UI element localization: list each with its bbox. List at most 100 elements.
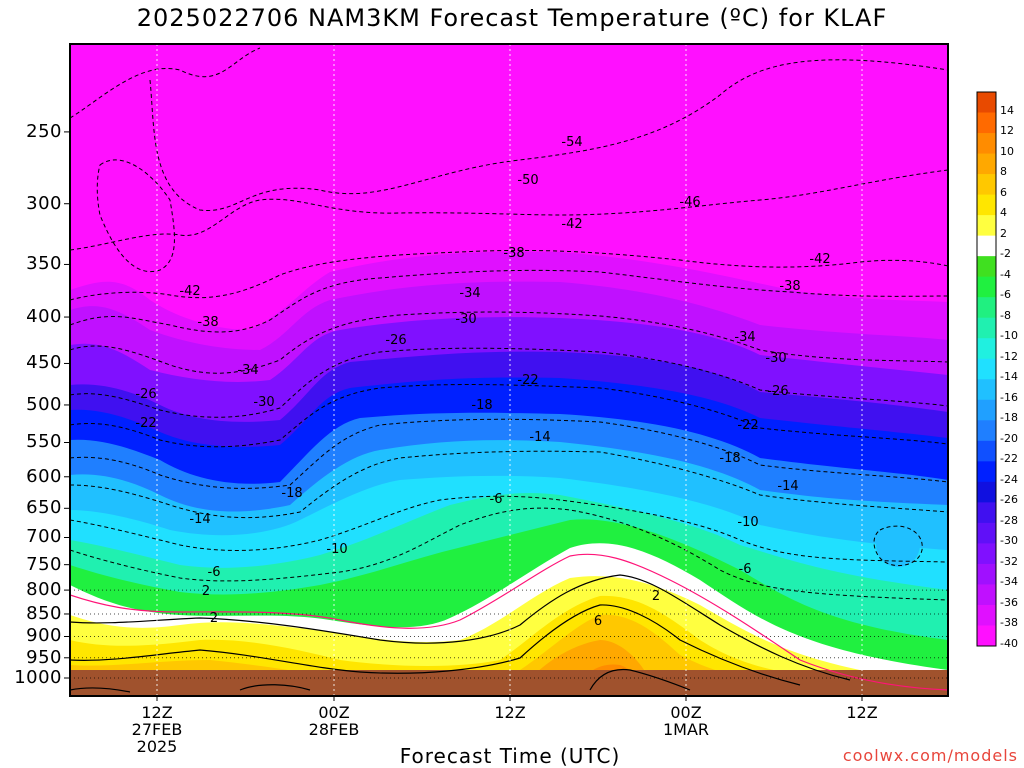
plot-frame xyxy=(69,43,949,697)
ground-surface xyxy=(70,670,948,696)
y-tick-label: 350 xyxy=(26,253,62,275)
colorbar-swatch xyxy=(977,235,996,257)
x-tick-label: 12Z xyxy=(141,703,173,722)
x-tick-label: 00Z 28FEB xyxy=(294,704,374,738)
colorbar-label: -8 xyxy=(1000,308,1011,322)
colorbar-label: 8 xyxy=(1000,165,1007,179)
y-tick-marks xyxy=(64,131,70,679)
colorbar-swatch xyxy=(977,256,996,278)
y-tick-label: 900 xyxy=(26,625,62,647)
x-tick-label: 12Z 27FEB 2025 xyxy=(117,704,197,755)
colorbar-label: 12 xyxy=(1000,124,1014,138)
contour-label: -38 xyxy=(503,246,524,261)
colorbar-swatch xyxy=(977,276,996,298)
contour-label: -18 xyxy=(471,398,492,413)
colorbar xyxy=(976,91,997,647)
colorbar-label: -28 xyxy=(1000,513,1018,527)
contour-label: -50 xyxy=(517,173,538,188)
colorbar-label: 14 xyxy=(1000,103,1014,117)
colorbar-label: -36 xyxy=(1000,595,1018,609)
colorbar-label: -30 xyxy=(1000,534,1018,548)
colorbar-swatch xyxy=(977,297,996,319)
contour-label: -26 xyxy=(385,333,406,348)
contour-label: -10 xyxy=(326,542,347,557)
contour-label: 2 xyxy=(210,611,218,626)
plot-area: -54 -50 -46 -42 -42 -42 -38 -38 -38 -34 -34 -34 -30 -… xyxy=(70,44,948,696)
contour-label: -30 xyxy=(253,395,274,410)
contour-label: -34 xyxy=(237,363,258,378)
solid-contours xyxy=(70,574,851,693)
contour-label: -22 xyxy=(135,416,156,431)
x-tick-label: 12Z xyxy=(494,703,526,722)
colorbar-swatch xyxy=(977,215,996,237)
colorbar-swatch xyxy=(977,543,996,565)
colorbar-swatch xyxy=(977,502,996,524)
colorbar-swatch xyxy=(977,563,996,585)
contour-label: -26 xyxy=(135,387,156,402)
x-tick-date: 27FEB xyxy=(131,720,183,739)
colorbar-swatch xyxy=(977,358,996,380)
colorbar-label: -2 xyxy=(1000,247,1011,261)
colorbar-swatch xyxy=(977,379,996,401)
y-tick-label: 1000 xyxy=(14,667,62,688)
colorbar-swatch xyxy=(977,522,996,544)
y-tick-label: 500 xyxy=(26,393,62,415)
contour-label: -30 xyxy=(765,351,786,366)
y-tick-label: 600 xyxy=(26,465,62,487)
colorbar-label: 4 xyxy=(1000,206,1007,220)
colorbar-swatch xyxy=(977,174,996,196)
contour-label: 2 xyxy=(202,584,210,599)
x-axis-label: Forecast Time (UTC) xyxy=(399,744,621,768)
contour-label: -18 xyxy=(281,486,302,501)
contour-label: -46 xyxy=(679,195,700,210)
colorbar-label: -4 xyxy=(1000,267,1011,281)
x-tick-date: 28FEB xyxy=(308,720,360,739)
colorbar-label: -18 xyxy=(1000,411,1018,425)
colorbar-label: 10 xyxy=(1000,144,1014,158)
colorbar-swatch xyxy=(977,440,996,462)
contour-label: -10 xyxy=(737,515,758,530)
contour-label: -14 xyxy=(189,512,210,527)
colorbar-label: -32 xyxy=(1000,554,1018,568)
contour-label: -18 xyxy=(719,451,740,466)
colorbar-label: -20 xyxy=(1000,431,1018,445)
x-tick-marks xyxy=(156,696,863,701)
y-tick-label: 650 xyxy=(26,497,62,519)
contour-label: -6 xyxy=(490,492,503,507)
contour-label: -42 xyxy=(561,217,582,232)
contour-label: -42 xyxy=(809,252,830,267)
x-tick-date: 1MAR xyxy=(662,720,710,739)
contour-label: -30 xyxy=(455,312,476,327)
colorbar-swatch xyxy=(977,604,996,626)
y-tick-label: 950 xyxy=(26,646,62,668)
x-tick-label: 00Z xyxy=(670,703,702,722)
colorbar-swatch xyxy=(977,584,996,606)
y-tick-label: 400 xyxy=(26,306,62,328)
x-tick-year: 2025 xyxy=(136,737,178,756)
colorbar-label: -12 xyxy=(1000,349,1018,363)
colorbar-label: -22 xyxy=(1000,452,1018,466)
colorbar-swatch xyxy=(977,194,996,216)
y-tick-label: 800 xyxy=(26,579,62,601)
y-tick-label: 450 xyxy=(26,352,62,374)
y-tick-label: 850 xyxy=(26,602,62,624)
colorbar-label: 2 xyxy=(1000,226,1007,240)
colorbar-swatch xyxy=(977,112,996,134)
colorbar-label: -40 xyxy=(1000,637,1018,650)
contour-label: 2 xyxy=(652,589,660,604)
contour-label: -34 xyxy=(459,286,480,301)
colorbar-label: -24 xyxy=(1000,472,1018,486)
y-tick-label: 550 xyxy=(26,431,62,453)
colorbar-label: -26 xyxy=(1000,493,1018,507)
colorbar-swatch xyxy=(977,92,996,114)
colorbar-label: -6 xyxy=(1000,288,1011,302)
cold-pocket xyxy=(876,523,920,567)
freezing-line xyxy=(70,553,948,691)
colorbar-swatch xyxy=(977,625,996,647)
colorbar-swatch xyxy=(977,317,996,339)
colorbar-label: -34 xyxy=(1000,575,1018,589)
colorbar-swatch xyxy=(977,338,996,360)
x-tick-label: 12Z xyxy=(846,703,878,722)
contour-label: -22 xyxy=(517,373,538,388)
